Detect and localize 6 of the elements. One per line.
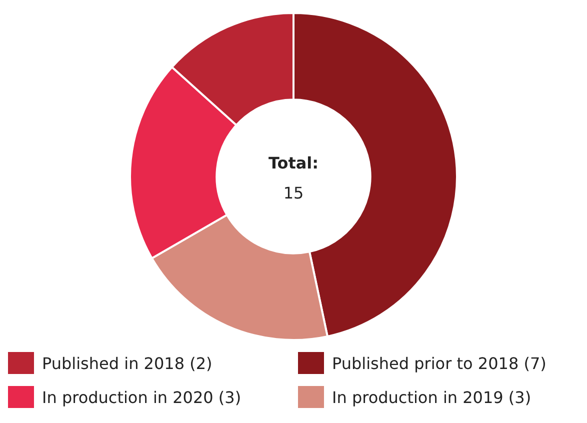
legend-label: Published prior to 2018 (7) <box>332 354 546 372</box>
text: Total: <box>268 154 319 173</box>
text: 15 <box>283 184 304 203</box>
legend-label: Published in 2018 (2) <box>42 354 212 372</box>
legend-label: In production in 2020 (3) <box>42 388 242 406</box>
legend-label: In production in 2019 (3) <box>332 388 532 406</box>
